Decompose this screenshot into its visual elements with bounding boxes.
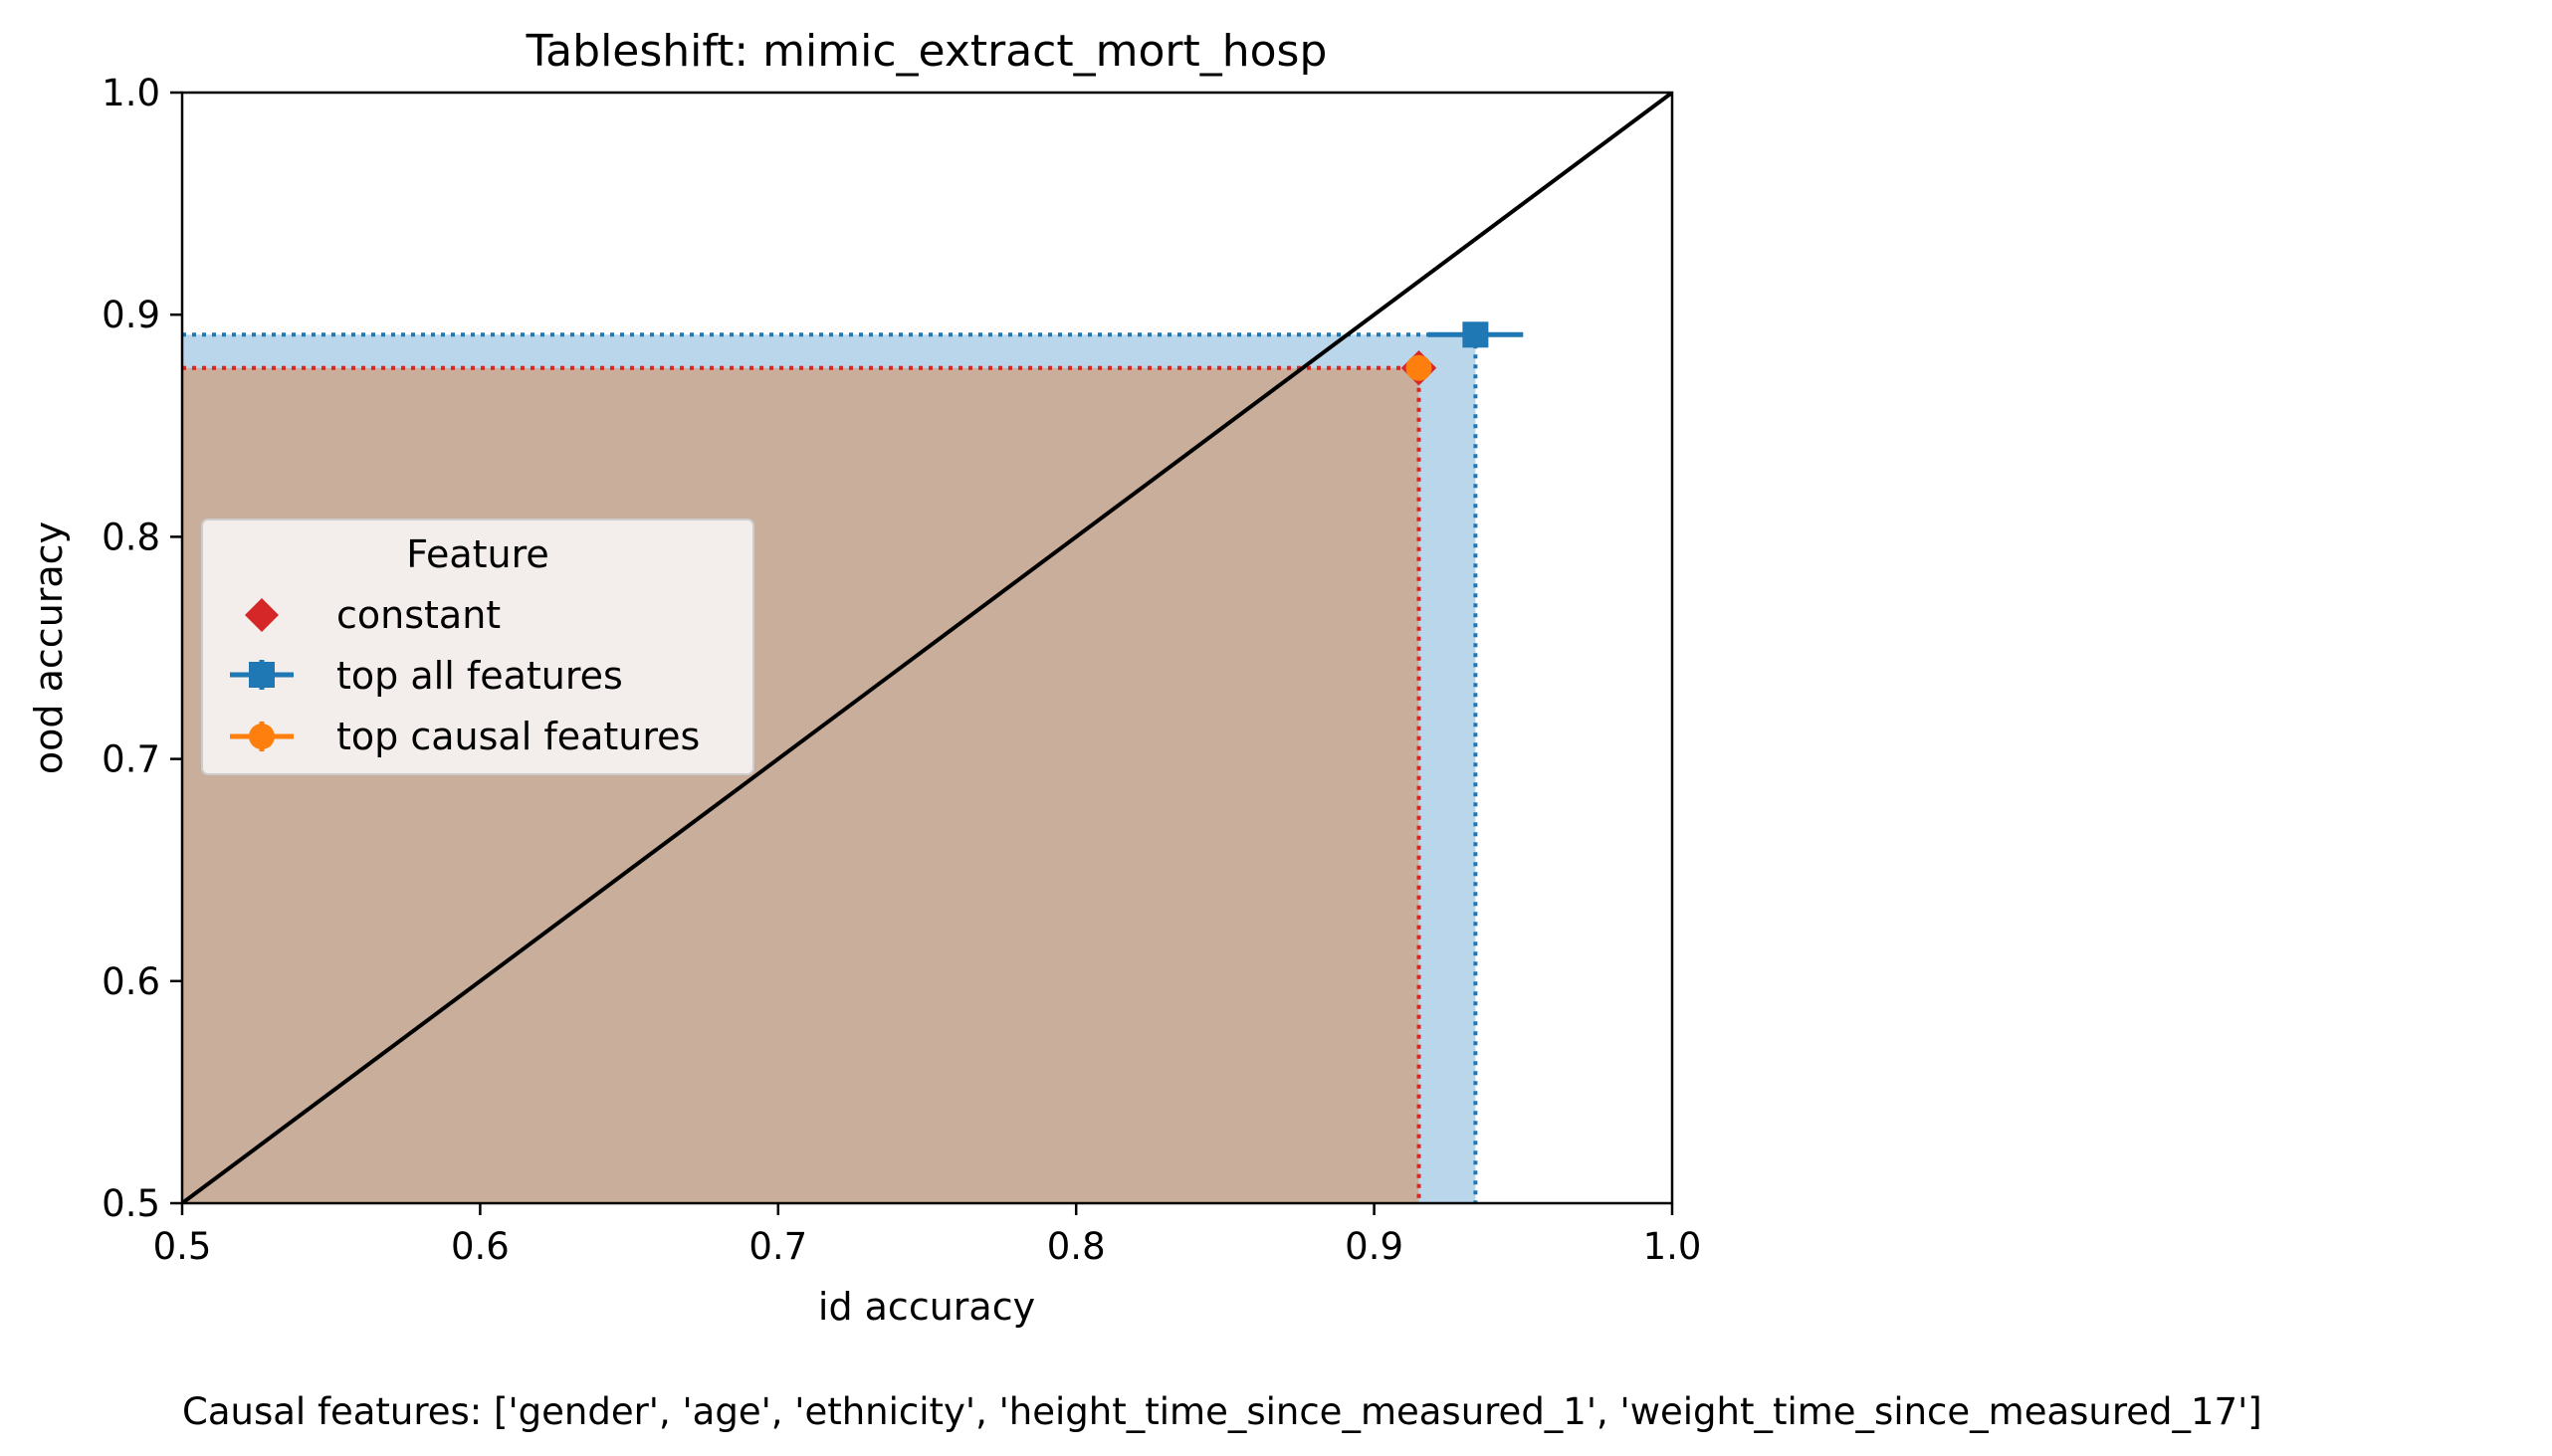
x-tick-label: 0.9 xyxy=(1345,1225,1403,1268)
causal-features-footnote: Causal features: ['gender', 'age', 'ethn… xyxy=(182,1390,2262,1433)
x-axis: 0.5 0.6 0.7 0.8 0.9 1.0 xyxy=(153,1203,1702,1268)
point-causal-features xyxy=(1405,354,1432,381)
x-tick-label: 0.7 xyxy=(748,1225,807,1268)
point-all-features xyxy=(1462,321,1489,348)
diagonal-line xyxy=(182,93,1672,1203)
legend-label-constant: constant xyxy=(336,593,501,637)
y-tick-label: 0.8 xyxy=(102,516,160,558)
plot-area xyxy=(182,93,1672,1203)
legend-marker-constant xyxy=(245,598,279,632)
y-axis-label: ood accuracy xyxy=(27,521,71,774)
legend-marker-all-features xyxy=(230,660,294,690)
x-tick-label: 1.0 xyxy=(1643,1225,1702,1268)
legend-marker-causal-features xyxy=(230,722,294,751)
legend-title: Feature xyxy=(406,532,549,576)
legend-label-all-features: top all features xyxy=(336,654,623,698)
y-tick-label: 0.9 xyxy=(102,294,160,336)
plot-frame xyxy=(180,91,1674,1205)
x-tick-label: 0.5 xyxy=(153,1225,212,1268)
chart-title: Tableshift: mimic_extract_mort_hosp xyxy=(526,26,1328,77)
legend: Feature constant top all features top ca… xyxy=(201,519,754,775)
legend-label-causal-features: top causal features xyxy=(336,715,700,758)
y-tick-label: 1.0 xyxy=(102,72,160,114)
legend-box xyxy=(201,519,754,775)
y-tick-label: 0.5 xyxy=(102,1182,160,1225)
x-axis-label: id accuracy xyxy=(818,1285,1035,1329)
y-axis: 0.5 0.6 0.7 0.8 0.9 1.0 xyxy=(102,72,182,1225)
region-causal-features xyxy=(182,367,1419,1203)
y-tick-label: 0.6 xyxy=(102,960,160,1003)
x-tick-label: 0.8 xyxy=(1047,1225,1106,1268)
x-tick-label: 0.6 xyxy=(451,1225,510,1268)
y-tick-label: 0.7 xyxy=(102,738,160,781)
